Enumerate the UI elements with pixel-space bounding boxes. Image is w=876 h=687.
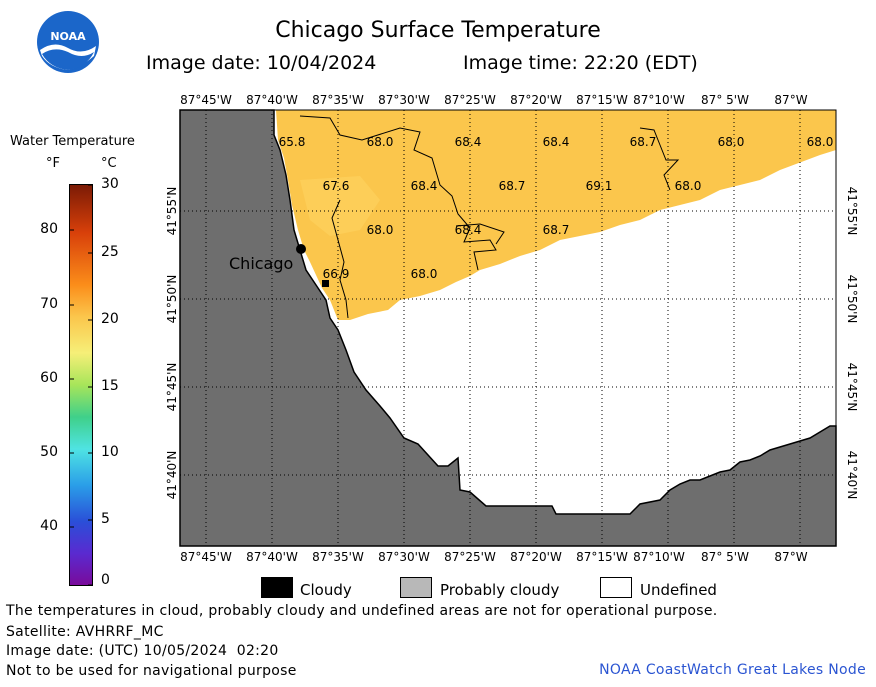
unit-celsius: °C [101,156,117,171]
probably-cloudy-swatch [400,577,432,598]
logo-text: NOAA [50,30,86,43]
lon-labels-top: 87°45'W 87°40'W 87°35'W 87°30'W 87°25'W … [180,93,808,107]
temperature-label: 69.1 [586,179,613,193]
temperature-label: 65.8 [279,135,306,149]
f-tick: 60 [40,370,58,386]
temperature-label: 68.7 [499,179,526,193]
image-time: Image time: 22:20 (EDT) [463,52,698,74]
graticule [180,110,836,546]
lon-label: 87°30'W [378,550,430,564]
f-tick: 80 [40,221,58,237]
map-frame [179,109,837,547]
color-scale-bar [69,184,93,586]
lon-label: 87° 5'W [701,93,749,107]
lon-label: 87°10'W [633,550,685,564]
lat-label: 41°55'N [845,187,859,236]
temperature-label: 68.0 [807,135,834,149]
temperature-label: 68.4 [543,135,570,149]
lon-label: 87°W [774,93,807,107]
temperature-label: 68.0 [367,135,394,149]
lon-label: 87°25'W [444,550,496,564]
lon-label: 87°45'W [180,93,232,107]
temperature-label: 68.7 [543,223,570,237]
f-tick: 40 [40,518,58,534]
chicago-marker [296,244,306,254]
legend-title: Water Temperature [10,134,135,149]
lon-label: 87°15'W [576,93,628,107]
navigation-note: Not to be used for navigational purpose [6,663,297,679]
lat-label: 41°40'N [845,451,859,500]
water-temp-region [276,110,836,320]
temperature-label: 68.7 [630,135,657,149]
temperature-label: 67.6 [323,179,350,193]
c-tick: 5 [101,511,110,527]
f-tick: 50 [40,444,58,460]
c-tick: 25 [101,244,119,260]
coastwatch-node: NOAA CoastWatch Great Lakes Node [599,662,866,678]
city-label: Chicago [229,254,293,273]
c-tick: 15 [101,378,119,394]
temperature-label: 68.4 [411,179,438,193]
lat-labels-left: 41°55'N 41°50'N 41°45'N 41°40'N [165,187,179,500]
lat-labels-right: 41°55'N 41°50'N 41°45'N 41°40'N [845,187,859,500]
lon-label: 87°W [774,550,807,564]
lon-label: 87°40'W [246,93,298,107]
c-tick: 30 [101,176,119,192]
f-tick: 70 [40,296,58,312]
cloudy-swatch [261,577,293,598]
lat-label: 41°45'N [845,363,859,412]
lon-label: 87°30'W [378,93,430,107]
temperature-labels: 65.8 68.0 68.4 68.4 68.7 68.0 68.0 67.6 … [279,135,834,281]
lon-label: 87°10'W [633,93,685,107]
map-title: Chicago Surface Temperature [275,18,601,43]
lon-label: 87°15'W [576,550,628,564]
lat-label: 41°45'N [165,363,179,412]
lon-label: 87°35'W [312,550,364,564]
image-date: Image date: 10/04/2024 [146,52,377,74]
noaa-logo: NOAA [36,10,100,74]
lon-label: 87°20'W [510,93,562,107]
c-tick: 10 [101,444,119,460]
c-tick: 0 [101,572,110,588]
lon-label: 87°20'W [510,550,562,564]
unit-fahrenheit: °F [46,156,60,171]
temperature-label: 68.0 [675,179,702,193]
probably-cloudy-label: Probably cloudy [440,581,560,599]
undefined-swatch [600,577,632,598]
lon-label: 87°45'W [180,550,232,564]
lon-label: 87°35'W [312,93,364,107]
satellite-info: Satellite: AVHRRF_MC [6,624,164,640]
lon-label: 87° 5'W [701,550,749,564]
lon-label: 87°40'W [246,550,298,564]
temperature-label: 66.9 [323,267,350,281]
water-temp-region-light [300,176,380,236]
boundary-lines [299,115,680,319]
temperature-label: 68.0 [718,135,745,149]
temperature-label: 68.0 [367,223,394,237]
lon-label: 87°25'W [444,93,496,107]
cloudy-label: Cloudy [300,581,352,599]
lat-label: 41°50'N [165,275,179,324]
temperature-label: 68.4 [455,135,482,149]
land-area [179,109,837,547]
temperature-label: 68.0 [411,267,438,281]
station-marker [322,280,329,287]
lat-label: 41°50'N [845,275,859,324]
lat-label: 41°40'N [165,451,179,500]
lat-label: 41°55'N [165,187,179,236]
utc-date: Image date: (UTC) 10/05/2024 02:20 [6,643,279,659]
undefined-label: Undefined [640,581,717,599]
c-tick: 20 [101,311,119,327]
lon-labels-bottom: 87°45'W 87°40'W 87°35'W 87°30'W 87°25'W … [180,550,808,564]
disclaimer-note: The temperatures in cloud, probably clou… [6,603,718,619]
temperature-label: 68.4 [455,223,482,237]
